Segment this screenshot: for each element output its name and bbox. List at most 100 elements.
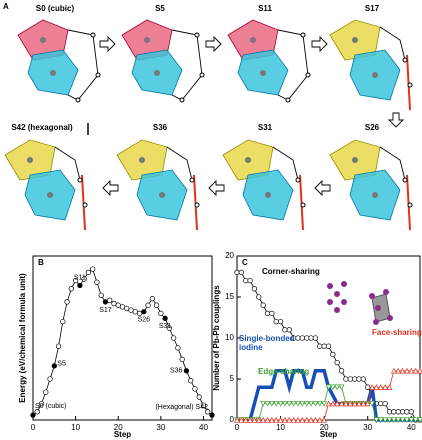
data-point: [286, 400, 293, 407]
data-point: [264, 416, 271, 423]
data-point: [162, 315, 168, 321]
annotation: S31: [159, 323, 172, 330]
data-point: [234, 269, 240, 276]
data-point: [90, 266, 96, 272]
data-point: [395, 417, 402, 424]
data-point: [269, 310, 275, 317]
data-point: [102, 299, 109, 305]
data-point: [166, 325, 173, 331]
data-point: [412, 417, 419, 424]
data-point: [325, 384, 332, 391]
data-point: [295, 416, 301, 423]
data-point: [369, 384, 375, 390]
data-point: [136, 310, 143, 317]
x-tick-label: 30: [363, 423, 372, 432]
state-label: S0 (cubic): [36, 4, 75, 13]
data-point: [330, 351, 336, 358]
data-point: [251, 416, 258, 423]
data-point: [399, 367, 406, 374]
data-point: [404, 409, 410, 415]
data-point: [408, 367, 415, 374]
data-point: [295, 335, 301, 341]
data-point: [273, 416, 280, 423]
plot-frame: [32, 255, 213, 421]
data-point: [273, 318, 279, 325]
data-point: [260, 302, 266, 308]
data-point: [412, 367, 419, 374]
data-point: [179, 356, 185, 362]
data-point: [55, 343, 62, 349]
data-point: [338, 400, 345, 407]
data-point: [321, 343, 327, 349]
y-tick-label: 5: [230, 374, 235, 383]
data-point: [373, 384, 380, 390]
data-point: [238, 269, 245, 276]
data-point: [234, 416, 240, 423]
x-axis-label: Step: [114, 430, 131, 439]
data-point: [242, 416, 249, 423]
x-axis-label: Step: [320, 430, 337, 439]
state-label: S42 (hexagonal): [11, 123, 73, 132]
data-point: [141, 309, 147, 315]
series-label: Corner-sharing: [262, 267, 320, 276]
data-point: [128, 307, 134, 313]
data-point: [290, 416, 297, 423]
data-point: [282, 327, 288, 333]
data-point: [399, 417, 406, 424]
data-point: [334, 400, 341, 407]
data-point: [209, 412, 215, 418]
data-point: [277, 416, 284, 423]
data-point: [34, 409, 40, 415]
data-point: [170, 335, 177, 341]
x-tick-label: 40: [407, 423, 416, 432]
data-point: [351, 400, 358, 407]
annotation: (Hexagonal) S42: [155, 404, 208, 411]
data-point: [338, 384, 345, 391]
data-point: [268, 400, 275, 407]
data-point: [68, 286, 75, 292]
data-point: [303, 400, 310, 407]
panel-label: A: [3, 2, 9, 11]
annotation: S17: [99, 307, 112, 314]
state-label: S36: [153, 123, 168, 132]
state-label: S31: [258, 123, 273, 132]
x-tick-label: 0: [31, 423, 36, 432]
data-point: [64, 299, 70, 305]
data-point: [312, 335, 319, 341]
data-point: [334, 359, 340, 366]
y-tick-label: 15: [225, 292, 234, 301]
x-tick-label: 10: [276, 423, 285, 432]
annotation: S26: [138, 317, 151, 324]
data-point: [338, 368, 345, 374]
data-point: [369, 400, 375, 407]
state-label: S11: [258, 4, 272, 13]
data-point: [417, 417, 422, 424]
data-point: [325, 400, 332, 407]
annotation: S5: [57, 361, 66, 368]
data-point: [158, 310, 164, 317]
x-tick-label: 20: [114, 423, 123, 432]
data-point: [303, 416, 310, 423]
data-point: [273, 400, 280, 407]
x-tick-label: 30: [156, 423, 165, 432]
y-tick-label: 10: [225, 333, 234, 342]
x-tick-label: 20: [320, 423, 329, 432]
data-point: [256, 294, 262, 300]
data-point: [390, 417, 397, 424]
data-point: [304, 335, 310, 341]
arrows: [99, 35, 405, 197]
data-point: [153, 302, 160, 308]
data-point: [343, 400, 349, 407]
data-point: [290, 400, 297, 407]
data-point: [390, 367, 397, 374]
data-point: [51, 363, 57, 369]
data-point: [81, 276, 87, 282]
series-label: Single-bonded iodine: [239, 334, 295, 352]
data-point: [329, 384, 336, 391]
data-point: [98, 292, 104, 299]
x-tick-label: 0: [235, 423, 240, 432]
data-point: [316, 416, 323, 423]
data-point: [175, 345, 181, 351]
data-point: [417, 367, 422, 374]
data-point: [356, 400, 362, 407]
